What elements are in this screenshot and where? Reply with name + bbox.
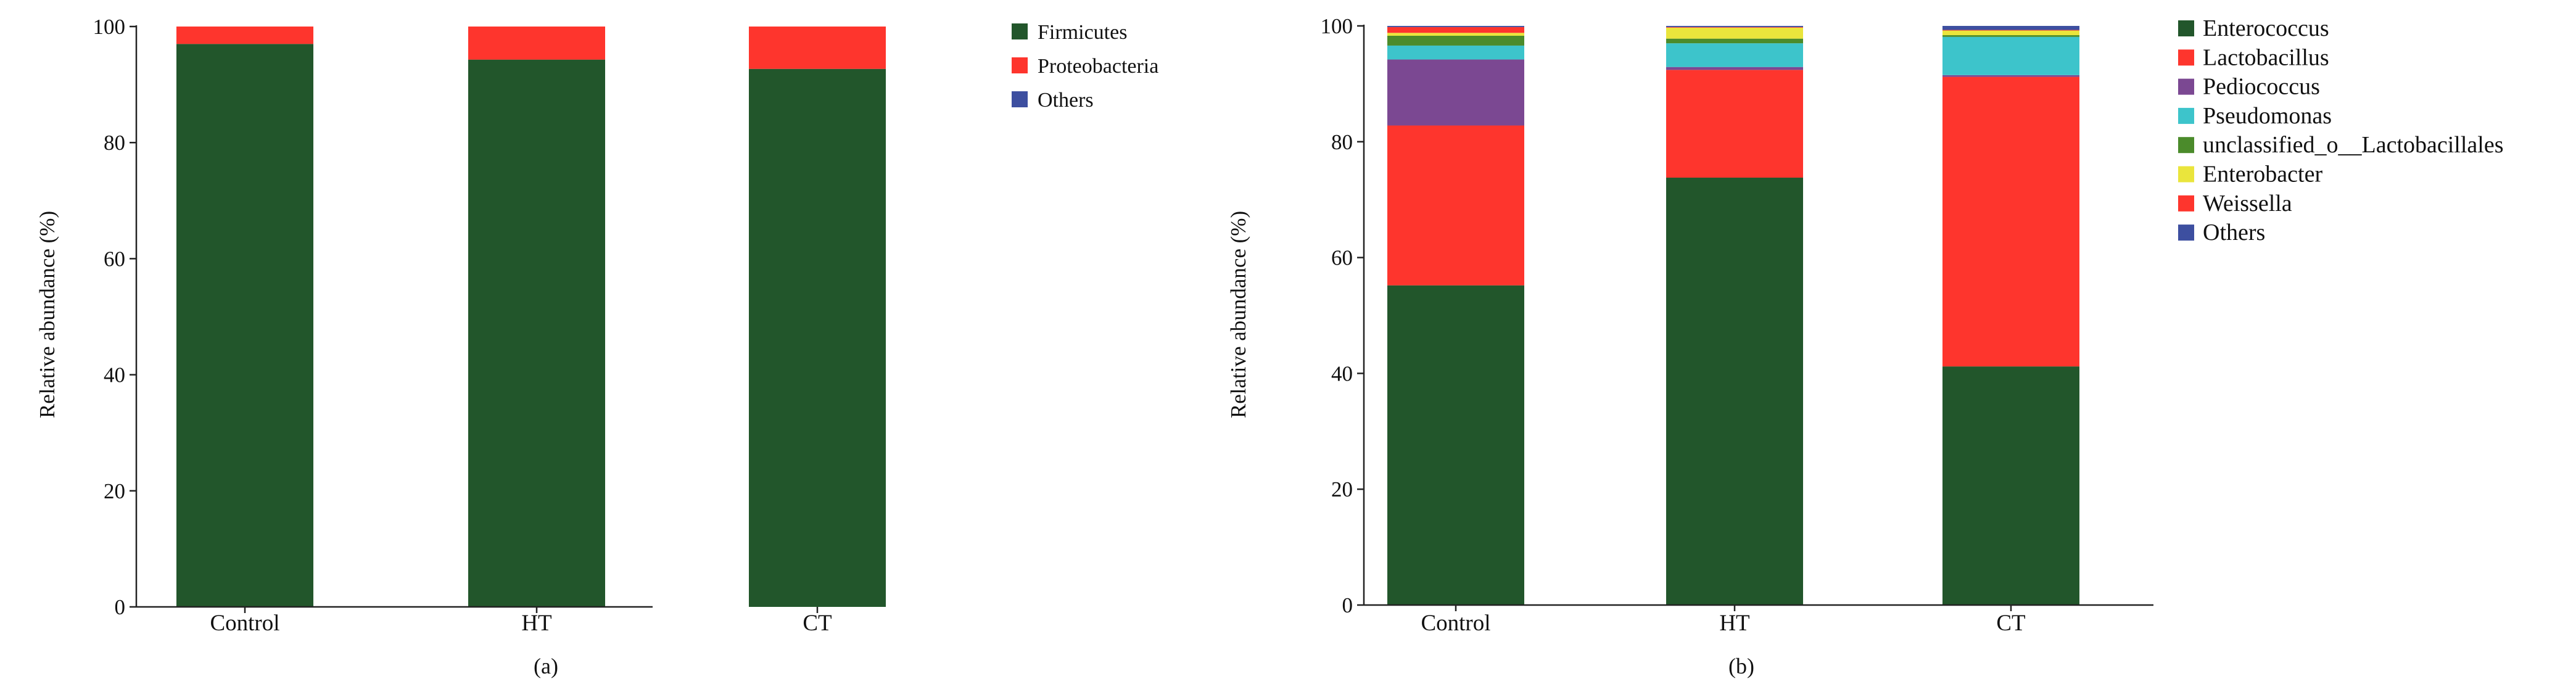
bar-control-series-0 [1387, 285, 1524, 605]
bar-ht-series-0 [1666, 178, 1803, 605]
x-tick-label-ht: HT [1719, 611, 1749, 636]
legend-label: Others [2203, 220, 2265, 245]
bar-ct-series-0 [749, 68, 886, 608]
bar-ht-series-4 [1666, 38, 1803, 44]
legend-label: Firmicutes [1038, 21, 1127, 44]
bar-ct-series-1 [1942, 76, 2079, 367]
x-tick-label-control: Control [210, 611, 279, 636]
y-tick-label: 20 [104, 479, 125, 503]
x-tick-label-control: Control [1421, 611, 1490, 636]
legend-swatch [1012, 91, 1028, 107]
legend-label: Weissella [2203, 191, 2292, 216]
y-tick-label: 60 [104, 247, 125, 271]
legend-label: Others [1038, 89, 1094, 112]
bar-control-series-3 [1387, 45, 1524, 60]
bar-ht-series-2 [1666, 67, 1803, 70]
legend-swatch [2178, 107, 2194, 124]
bar-control-series-4 [1387, 35, 1524, 46]
legend-swatch [2178, 166, 2194, 183]
legend-label: Enterobacter [2203, 162, 2322, 187]
panel-label: (b) [1728, 654, 1754, 678]
bar-ht-series-7 [1666, 26, 1803, 27]
bar-ct-series-1 [749, 27, 886, 69]
legend-swatch [2178, 49, 2194, 66]
y-axis-title: Relative abundance (%) [35, 211, 59, 418]
bar-control-series-7 [1387, 26, 1524, 27]
legend-label: Pediococcus [2203, 74, 2320, 100]
y-tick-label: 100 [93, 15, 126, 39]
y-tick-label: 40 [1331, 361, 1353, 385]
legend-label: Pseudomonas [2203, 103, 2332, 129]
y-tick-label: 20 [1331, 477, 1353, 501]
y-tick-label: 40 [104, 363, 125, 387]
legend-label: Proteobacteria [1038, 55, 1158, 78]
bar-control-series-0 [176, 44, 313, 608]
bar-ht-series-1 [1666, 70, 1803, 178]
bar-control-series-1 [176, 27, 313, 44]
legend-swatch [2178, 224, 2194, 241]
legend-label: Enterococcus [2203, 15, 2329, 41]
panel-label: (a) [534, 654, 558, 678]
panel-a: 0 20 40 60 80 100 Control HT CT Relative abundanc… [35, 15, 1158, 678]
y-tick-label: 100 [1321, 14, 1353, 38]
bar-ht-series-3 [1666, 43, 1803, 67]
bar-ht-series-1 [468, 27, 605, 60]
y-axis-title: Relative abundance (%) [1226, 211, 1250, 418]
bar-ct-series-7 [1942, 26, 2079, 30]
x-tick-label-ct: CT [803, 611, 832, 636]
legend-swatch [2178, 195, 2194, 212]
bar-ct-series-6 [1942, 30, 2079, 31]
legend-label: Lactobacillus [2203, 44, 2329, 70]
legend-swatch [1012, 23, 1028, 39]
bar-control-series-6 [1387, 27, 1524, 33]
bar-ct-series-0 [1942, 366, 2079, 605]
bar-ht-series-5 [1666, 27, 1803, 39]
bar-control-series-1 [1387, 125, 1524, 286]
legend-swatch [2178, 20, 2194, 36]
bar-ct-series-5 [1942, 30, 2079, 36]
y-tick-label: 0 [1342, 593, 1353, 617]
bar-control-series-2 [1387, 59, 1524, 126]
y-tick-label: 80 [1331, 130, 1353, 154]
y-tick-label: 80 [104, 131, 125, 155]
y-tick-label: 0 [115, 595, 126, 619]
legend-swatch [2178, 137, 2194, 154]
legend-label: unclassified_o__Lactobacillales [2203, 132, 2504, 158]
bar-ct-series-4 [1942, 35, 2079, 37]
panel-b: 0 20 40 60 80 100 Control HT CT Relative abundanc… [1226, 14, 2504, 678]
y-tick-label: 60 [1331, 246, 1353, 270]
bar-ht-series-6 [1666, 27, 1803, 28]
bar-ct-series-2 [1942, 75, 2079, 77]
x-tick-label-ct: CT [1996, 611, 2025, 636]
legend-swatch [2178, 78, 2194, 95]
x-tick-label-ht: HT [521, 611, 551, 636]
bar-ht-series-0 [468, 59, 605, 607]
bar-ct-series-3 [1942, 36, 2079, 75]
legend-swatch [1012, 57, 1028, 73]
bar-control-series-5 [1387, 33, 1524, 36]
